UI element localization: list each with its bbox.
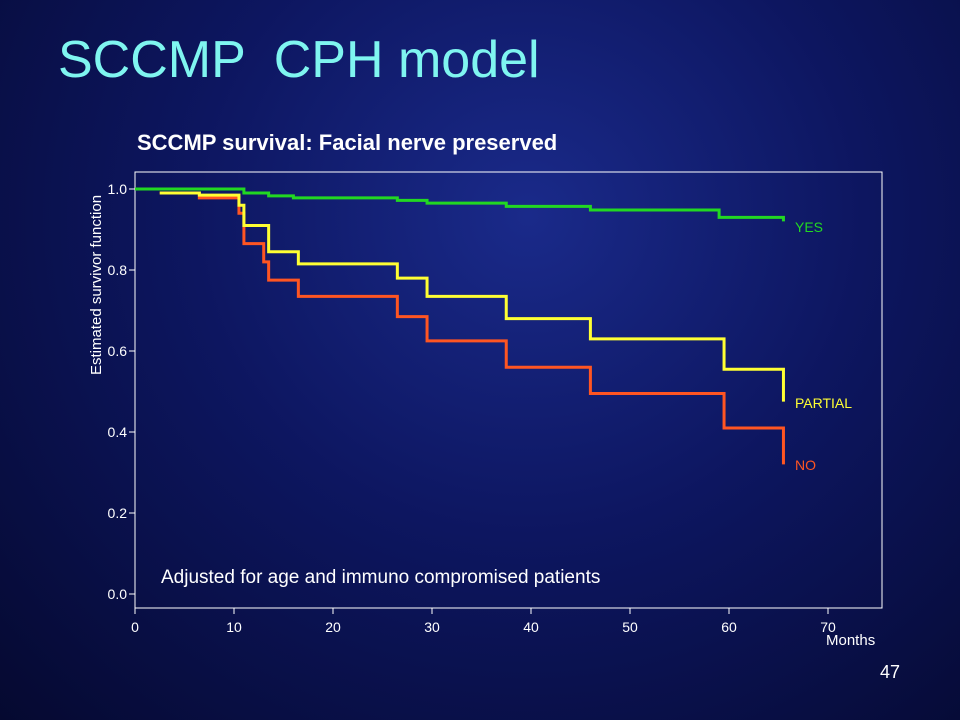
x-tick-label: 0 <box>131 619 139 635</box>
chart-annotation: Adjusted for age and immuno compromised … <box>161 567 600 588</box>
x-tick-label: 50 <box>622 619 638 635</box>
series-line-no <box>159 191 785 465</box>
series-label-no: NO <box>795 457 816 473</box>
y-tick-label: 1.0 <box>108 181 128 197</box>
series-label-layer: NO PARTIAL YES <box>795 219 852 473</box>
series-label-partial: PARTIAL <box>795 395 852 411</box>
x-tick-label: 10 <box>226 619 242 635</box>
x-axis-label: Months <box>826 632 875 649</box>
y-tick-label: 0.2 <box>108 505 128 521</box>
series-line-yes <box>135 187 785 222</box>
y-tick-label: 0.4 <box>108 424 128 440</box>
x-axis: 0 10 20 30 40 50 60 70 <box>131 608 836 635</box>
x-tick-label: 20 <box>325 619 341 635</box>
chart-title: SCCMP survival: Facial nerve preserved <box>137 130 558 155</box>
page-number: 47 <box>880 662 901 682</box>
series-label-yes: YES <box>795 219 823 235</box>
y-tick-label: 0.0 <box>108 586 128 602</box>
plot-frame <box>134 171 883 609</box>
x-tick-label: 60 <box>721 619 737 635</box>
x-tick-label: 30 <box>424 619 440 635</box>
x-tick-label: 70 <box>820 619 836 635</box>
y-tick-label: 0.8 <box>108 262 128 278</box>
y-axis-label: Estimated survivor function <box>88 195 105 375</box>
series-layer <box>135 187 785 465</box>
y-tick-label: 0.6 <box>108 343 128 359</box>
y-axis: 0.0 0.2 0.4 0.6 0.8 1.0 <box>108 181 135 602</box>
series-line-partial <box>159 191 785 402</box>
slide-title: SCCMP CPH model <box>58 31 540 89</box>
x-tick-label: 40 <box>523 619 539 635</box>
